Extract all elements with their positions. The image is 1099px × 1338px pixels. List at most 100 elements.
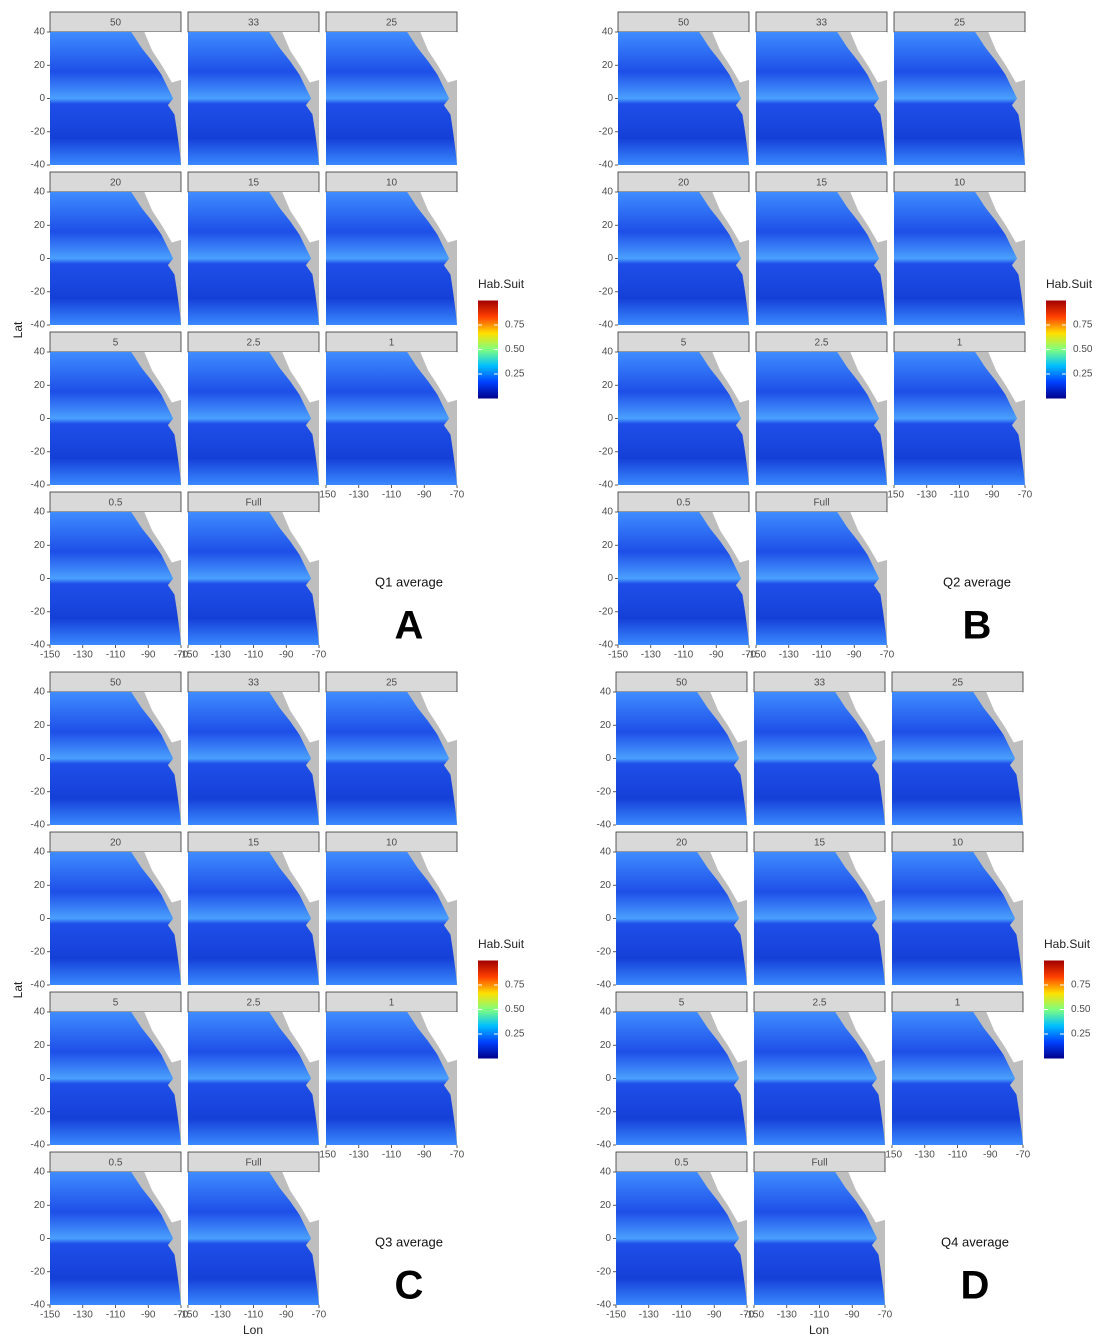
x-tick-label: -90 <box>709 650 724 661</box>
y-tick-label: 0 <box>39 1233 45 1244</box>
land-gap <box>282 352 319 403</box>
y-tick-label: -20 <box>31 1266 46 1277</box>
x-tick-label: -70 <box>878 1310 893 1321</box>
x-tick-label: -130 <box>639 1310 659 1321</box>
land-gap <box>144 352 181 403</box>
panel-title: Q2 average <box>943 574 1011 589</box>
y-tick-label: -40 <box>31 320 46 331</box>
y-tick-label: -20 <box>31 786 46 797</box>
y-tick-label: 0 <box>605 913 611 924</box>
facet-label: 0.5 <box>675 1158 689 1169</box>
x-tick-label: -150 <box>608 650 628 661</box>
x-tick-label: -130 <box>917 490 937 501</box>
facet-label: 20 <box>678 178 690 189</box>
y-tick-label: 20 <box>602 540 614 551</box>
y-tick-label: -20 <box>597 946 612 957</box>
facet-label: 10 <box>386 178 398 189</box>
facet-label: 2.5 <box>247 998 261 1009</box>
y-tick-label: 40 <box>600 1167 612 1178</box>
land-gap <box>144 1012 181 1063</box>
y-tick-label: 0 <box>39 753 45 764</box>
facet-label: 15 <box>248 178 260 189</box>
y-tick-label: -40 <box>599 160 614 171</box>
land-gap <box>710 692 747 743</box>
y-tick-label: -40 <box>31 640 46 651</box>
x-tick-label: -90 <box>141 650 156 661</box>
x-tick-label: -150 <box>606 1310 626 1321</box>
y-tick-label: -20 <box>599 606 614 617</box>
panel-title: Q1 average <box>375 574 443 589</box>
facet-label: 0.5 <box>677 498 691 509</box>
x-tick-label: -130 <box>349 490 369 501</box>
colorbar-label: 0.50 <box>1071 1004 1091 1015</box>
x-tick-label: -110 <box>672 1310 692 1321</box>
colorbar-label: 0.25 <box>505 1029 525 1040</box>
x-tick-label: -70 <box>174 650 189 661</box>
y-tick-label: 20 <box>600 1040 612 1051</box>
land-gap <box>988 352 1025 403</box>
land-gap <box>420 1012 457 1063</box>
y-tick-label: -20 <box>597 1106 612 1117</box>
x-tick-label: -110 <box>382 490 402 501</box>
x-tick-label: -130 <box>211 650 231 661</box>
y-tick-label: -40 <box>599 320 614 331</box>
land-gap <box>282 512 319 563</box>
y-tick-label: 20 <box>602 220 614 231</box>
colorbar-label: 0.25 <box>1071 1029 1091 1040</box>
y-axis-label: Lat <box>11 981 25 998</box>
y-tick-label: -20 <box>31 946 46 957</box>
y-tick-label: 40 <box>602 187 614 198</box>
land-gap <box>848 852 885 903</box>
colorbar-label: 0.75 <box>505 320 525 331</box>
x-tick-label: -110 <box>674 650 694 661</box>
x-tick-label: -90 <box>279 1310 294 1321</box>
facet-label: 0.5 <box>109 498 123 509</box>
y-tick-label: -20 <box>599 446 614 457</box>
y-tick-label: -40 <box>599 480 614 491</box>
x-tick-label: -70 <box>880 650 895 661</box>
y-tick-label: 20 <box>600 720 612 731</box>
x-tick-label: -150 <box>746 650 766 661</box>
y-tick-label: 0 <box>39 93 45 104</box>
facet-label: 50 <box>110 678 122 689</box>
x-tick-label: -90 <box>985 490 1000 501</box>
x-tick-label: -130 <box>641 650 661 661</box>
y-tick-label: 40 <box>600 1007 612 1018</box>
colorbar-label: 0.25 <box>505 369 525 380</box>
x-tick-label: -90 <box>847 650 862 661</box>
facet-label: 1 <box>955 998 961 1009</box>
y-tick-label: -40 <box>597 980 612 991</box>
y-tick-label: -20 <box>31 606 46 617</box>
land-gap <box>420 852 457 903</box>
land-gap <box>848 1172 885 1223</box>
x-tick-label: -70 <box>312 650 327 661</box>
land-gap <box>144 692 181 743</box>
land-gap <box>712 512 749 563</box>
y-tick-label: -20 <box>599 126 614 137</box>
facet-label: Full <box>811 1158 827 1169</box>
x-tick-label: -150 <box>40 1310 60 1321</box>
x-tick-label: -150 <box>884 490 904 501</box>
y-tick-label: 0 <box>39 413 45 424</box>
legend-title: Hab.Suit <box>478 277 525 291</box>
land-gap <box>850 32 887 83</box>
x-tick-label: -110 <box>382 1150 402 1161</box>
land-gap <box>282 1012 319 1063</box>
facet-label: 1 <box>389 338 395 349</box>
facet-label: 5 <box>679 998 685 1009</box>
x-tick-label: -90 <box>707 1310 722 1321</box>
land-gap <box>710 852 747 903</box>
panel-tag: A <box>395 604 424 648</box>
facet-label: 20 <box>110 838 122 849</box>
x-tick-label: -70 <box>312 1310 327 1321</box>
facet-label: 33 <box>814 678 826 689</box>
land-gap <box>712 32 749 83</box>
x-tick-label: -110 <box>106 650 126 661</box>
y-tick-label: 20 <box>34 220 46 231</box>
y-tick-label: -20 <box>31 126 46 137</box>
x-tick-label: -90 <box>417 490 432 501</box>
